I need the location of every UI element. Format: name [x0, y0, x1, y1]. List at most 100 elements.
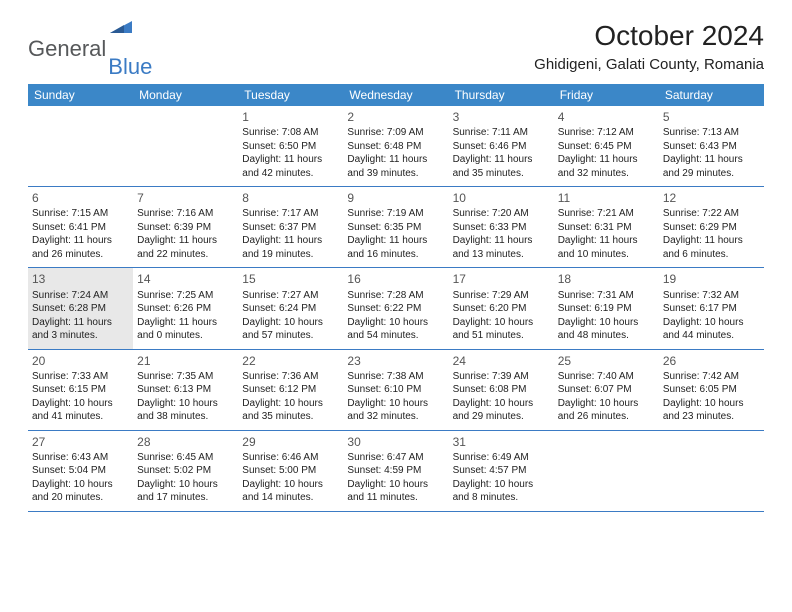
sunrise-line: Sunrise: 6:43 AM — [32, 451, 129, 465]
logo: General Blue — [28, 20, 152, 78]
day-cell: 7Sunrise: 7:16 AMSunset: 6:39 PMDaylight… — [133, 187, 238, 267]
sunset-line: Sunset: 6:08 PM — [453, 383, 550, 397]
calendar: Sunday Monday Tuesday Wednesday Thursday… — [28, 84, 764, 512]
day-number: 27 — [32, 434, 129, 450]
sunrise-line: Sunrise: 7:12 AM — [558, 126, 655, 140]
day-number: 14 — [137, 271, 234, 287]
sunset-line: Sunset: 6:28 PM — [32, 302, 129, 316]
sunset-line: Sunset: 6:45 PM — [558, 140, 655, 154]
sunrise-line: Sunrise: 7:33 AM — [32, 370, 129, 384]
sunset-line: Sunset: 6:43 PM — [663, 140, 760, 154]
day-cell: 20Sunrise: 7:33 AMSunset: 6:15 PMDayligh… — [28, 350, 133, 430]
day-cell: 10Sunrise: 7:20 AMSunset: 6:33 PMDayligh… — [449, 187, 554, 267]
sunrise-line: Sunrise: 7:36 AM — [242, 370, 339, 384]
day-number: 19 — [663, 271, 760, 287]
header: General Blue October 2024 Ghidigeni, Gal… — [28, 20, 764, 78]
daylight-line: Daylight: 11 hours and 10 minutes. — [558, 234, 655, 261]
day-number: 11 — [558, 190, 655, 206]
day-cell — [659, 431, 764, 511]
day-cell: 28Sunrise: 6:45 AMSunset: 5:02 PMDayligh… — [133, 431, 238, 511]
day-cell: 3Sunrise: 7:11 AMSunset: 6:46 PMDaylight… — [449, 106, 554, 186]
sunset-line: Sunset: 6:07 PM — [558, 383, 655, 397]
daylight-line: Daylight: 10 hours and 41 minutes. — [32, 397, 129, 424]
day-number: 8 — [242, 190, 339, 206]
day-cell: 26Sunrise: 7:42 AMSunset: 6:05 PMDayligh… — [659, 350, 764, 430]
day-cell: 14Sunrise: 7:25 AMSunset: 6:26 PMDayligh… — [133, 268, 238, 348]
page-title: October 2024 — [534, 20, 764, 52]
day-number: 13 — [32, 271, 129, 287]
day-number: 5 — [663, 109, 760, 125]
day-number: 7 — [137, 190, 234, 206]
day-cell: 15Sunrise: 7:27 AMSunset: 6:24 PMDayligh… — [238, 268, 343, 348]
daylight-line: Daylight: 11 hours and 3 minutes. — [32, 316, 129, 343]
sunset-line: Sunset: 6:15 PM — [32, 383, 129, 397]
sunset-line: Sunset: 5:04 PM — [32, 464, 129, 478]
day-header: Thursday — [449, 84, 554, 106]
week-row: 6Sunrise: 7:15 AMSunset: 6:41 PMDaylight… — [28, 187, 764, 268]
day-cell: 18Sunrise: 7:31 AMSunset: 6:19 PMDayligh… — [554, 268, 659, 348]
sunset-line: Sunset: 6:50 PM — [242, 140, 339, 154]
day-number: 3 — [453, 109, 550, 125]
sunset-line: Sunset: 6:39 PM — [137, 221, 234, 235]
day-cell: 11Sunrise: 7:21 AMSunset: 6:31 PMDayligh… — [554, 187, 659, 267]
day-cell: 2Sunrise: 7:09 AMSunset: 6:48 PMDaylight… — [343, 106, 448, 186]
day-cell: 27Sunrise: 6:43 AMSunset: 5:04 PMDayligh… — [28, 431, 133, 511]
daylight-line: Daylight: 10 hours and 23 minutes. — [663, 397, 760, 424]
sunset-line: Sunset: 6:46 PM — [453, 140, 550, 154]
sunrise-line: Sunrise: 7:35 AM — [137, 370, 234, 384]
sunset-line: Sunset: 6:37 PM — [242, 221, 339, 235]
daylight-line: Daylight: 10 hours and 14 minutes. — [242, 478, 339, 505]
sunrise-line: Sunrise: 7:15 AM — [32, 207, 129, 221]
sunset-line: Sunset: 6:35 PM — [347, 221, 444, 235]
day-header: Wednesday — [343, 84, 448, 106]
day-header: Saturday — [659, 84, 764, 106]
day-number: 6 — [32, 190, 129, 206]
day-number: 29 — [242, 434, 339, 450]
day-number: 22 — [242, 353, 339, 369]
day-cell: 29Sunrise: 6:46 AMSunset: 5:00 PMDayligh… — [238, 431, 343, 511]
day-cell: 19Sunrise: 7:32 AMSunset: 6:17 PMDayligh… — [659, 268, 764, 348]
sunset-line: Sunset: 6:10 PM — [347, 383, 444, 397]
sunset-line: Sunset: 5:02 PM — [137, 464, 234, 478]
day-cell: 24Sunrise: 7:39 AMSunset: 6:08 PMDayligh… — [449, 350, 554, 430]
day-cell — [554, 431, 659, 511]
day-cell: 23Sunrise: 7:38 AMSunset: 6:10 PMDayligh… — [343, 350, 448, 430]
sunrise-line: Sunrise: 7:28 AM — [347, 289, 444, 303]
daylight-line: Daylight: 10 hours and 38 minutes. — [137, 397, 234, 424]
sunset-line: Sunset: 6:12 PM — [242, 383, 339, 397]
daylight-line: Daylight: 11 hours and 6 minutes. — [663, 234, 760, 261]
sunset-line: Sunset: 6:22 PM — [347, 302, 444, 316]
day-cell: 30Sunrise: 6:47 AMSunset: 4:59 PMDayligh… — [343, 431, 448, 511]
day-header: Friday — [554, 84, 659, 106]
sunset-line: Sunset: 4:59 PM — [347, 464, 444, 478]
page-subtitle: Ghidigeni, Galati County, Romania — [534, 56, 764, 73]
sunset-line: Sunset: 6:31 PM — [558, 221, 655, 235]
daylight-line: Daylight: 10 hours and 29 minutes. — [453, 397, 550, 424]
day-number: 12 — [663, 190, 760, 206]
sunrise-line: Sunrise: 7:11 AM — [453, 126, 550, 140]
day-header-row: Sunday Monday Tuesday Wednesday Thursday… — [28, 84, 764, 106]
sunset-line: Sunset: 6:24 PM — [242, 302, 339, 316]
sunrise-line: Sunrise: 7:16 AM — [137, 207, 234, 221]
day-number: 17 — [453, 271, 550, 287]
sunset-line: Sunset: 6:48 PM — [347, 140, 444, 154]
daylight-line: Daylight: 11 hours and 22 minutes. — [137, 234, 234, 261]
sunrise-line: Sunrise: 7:21 AM — [558, 207, 655, 221]
sunset-line: Sunset: 6:20 PM — [453, 302, 550, 316]
sunrise-line: Sunrise: 7:25 AM — [137, 289, 234, 303]
daylight-line: Daylight: 10 hours and 44 minutes. — [663, 316, 760, 343]
sunrise-line: Sunrise: 7:40 AM — [558, 370, 655, 384]
sunset-line: Sunset: 6:33 PM — [453, 221, 550, 235]
daylight-line: Daylight: 11 hours and 39 minutes. — [347, 153, 444, 180]
day-number: 21 — [137, 353, 234, 369]
sunrise-line: Sunrise: 7:39 AM — [453, 370, 550, 384]
calendar-page: General Blue October 2024 Ghidigeni, Gal… — [0, 0, 792, 532]
sunrise-line: Sunrise: 7:31 AM — [558, 289, 655, 303]
day-cell: 1Sunrise: 7:08 AMSunset: 6:50 PMDaylight… — [238, 106, 343, 186]
day-cell — [28, 106, 133, 186]
logo-triangle-icon — [110, 20, 132, 38]
sunrise-line: Sunrise: 6:49 AM — [453, 451, 550, 465]
day-cell: 6Sunrise: 7:15 AMSunset: 6:41 PMDaylight… — [28, 187, 133, 267]
day-cell: 4Sunrise: 7:12 AMSunset: 6:45 PMDaylight… — [554, 106, 659, 186]
day-header: Sunday — [28, 84, 133, 106]
